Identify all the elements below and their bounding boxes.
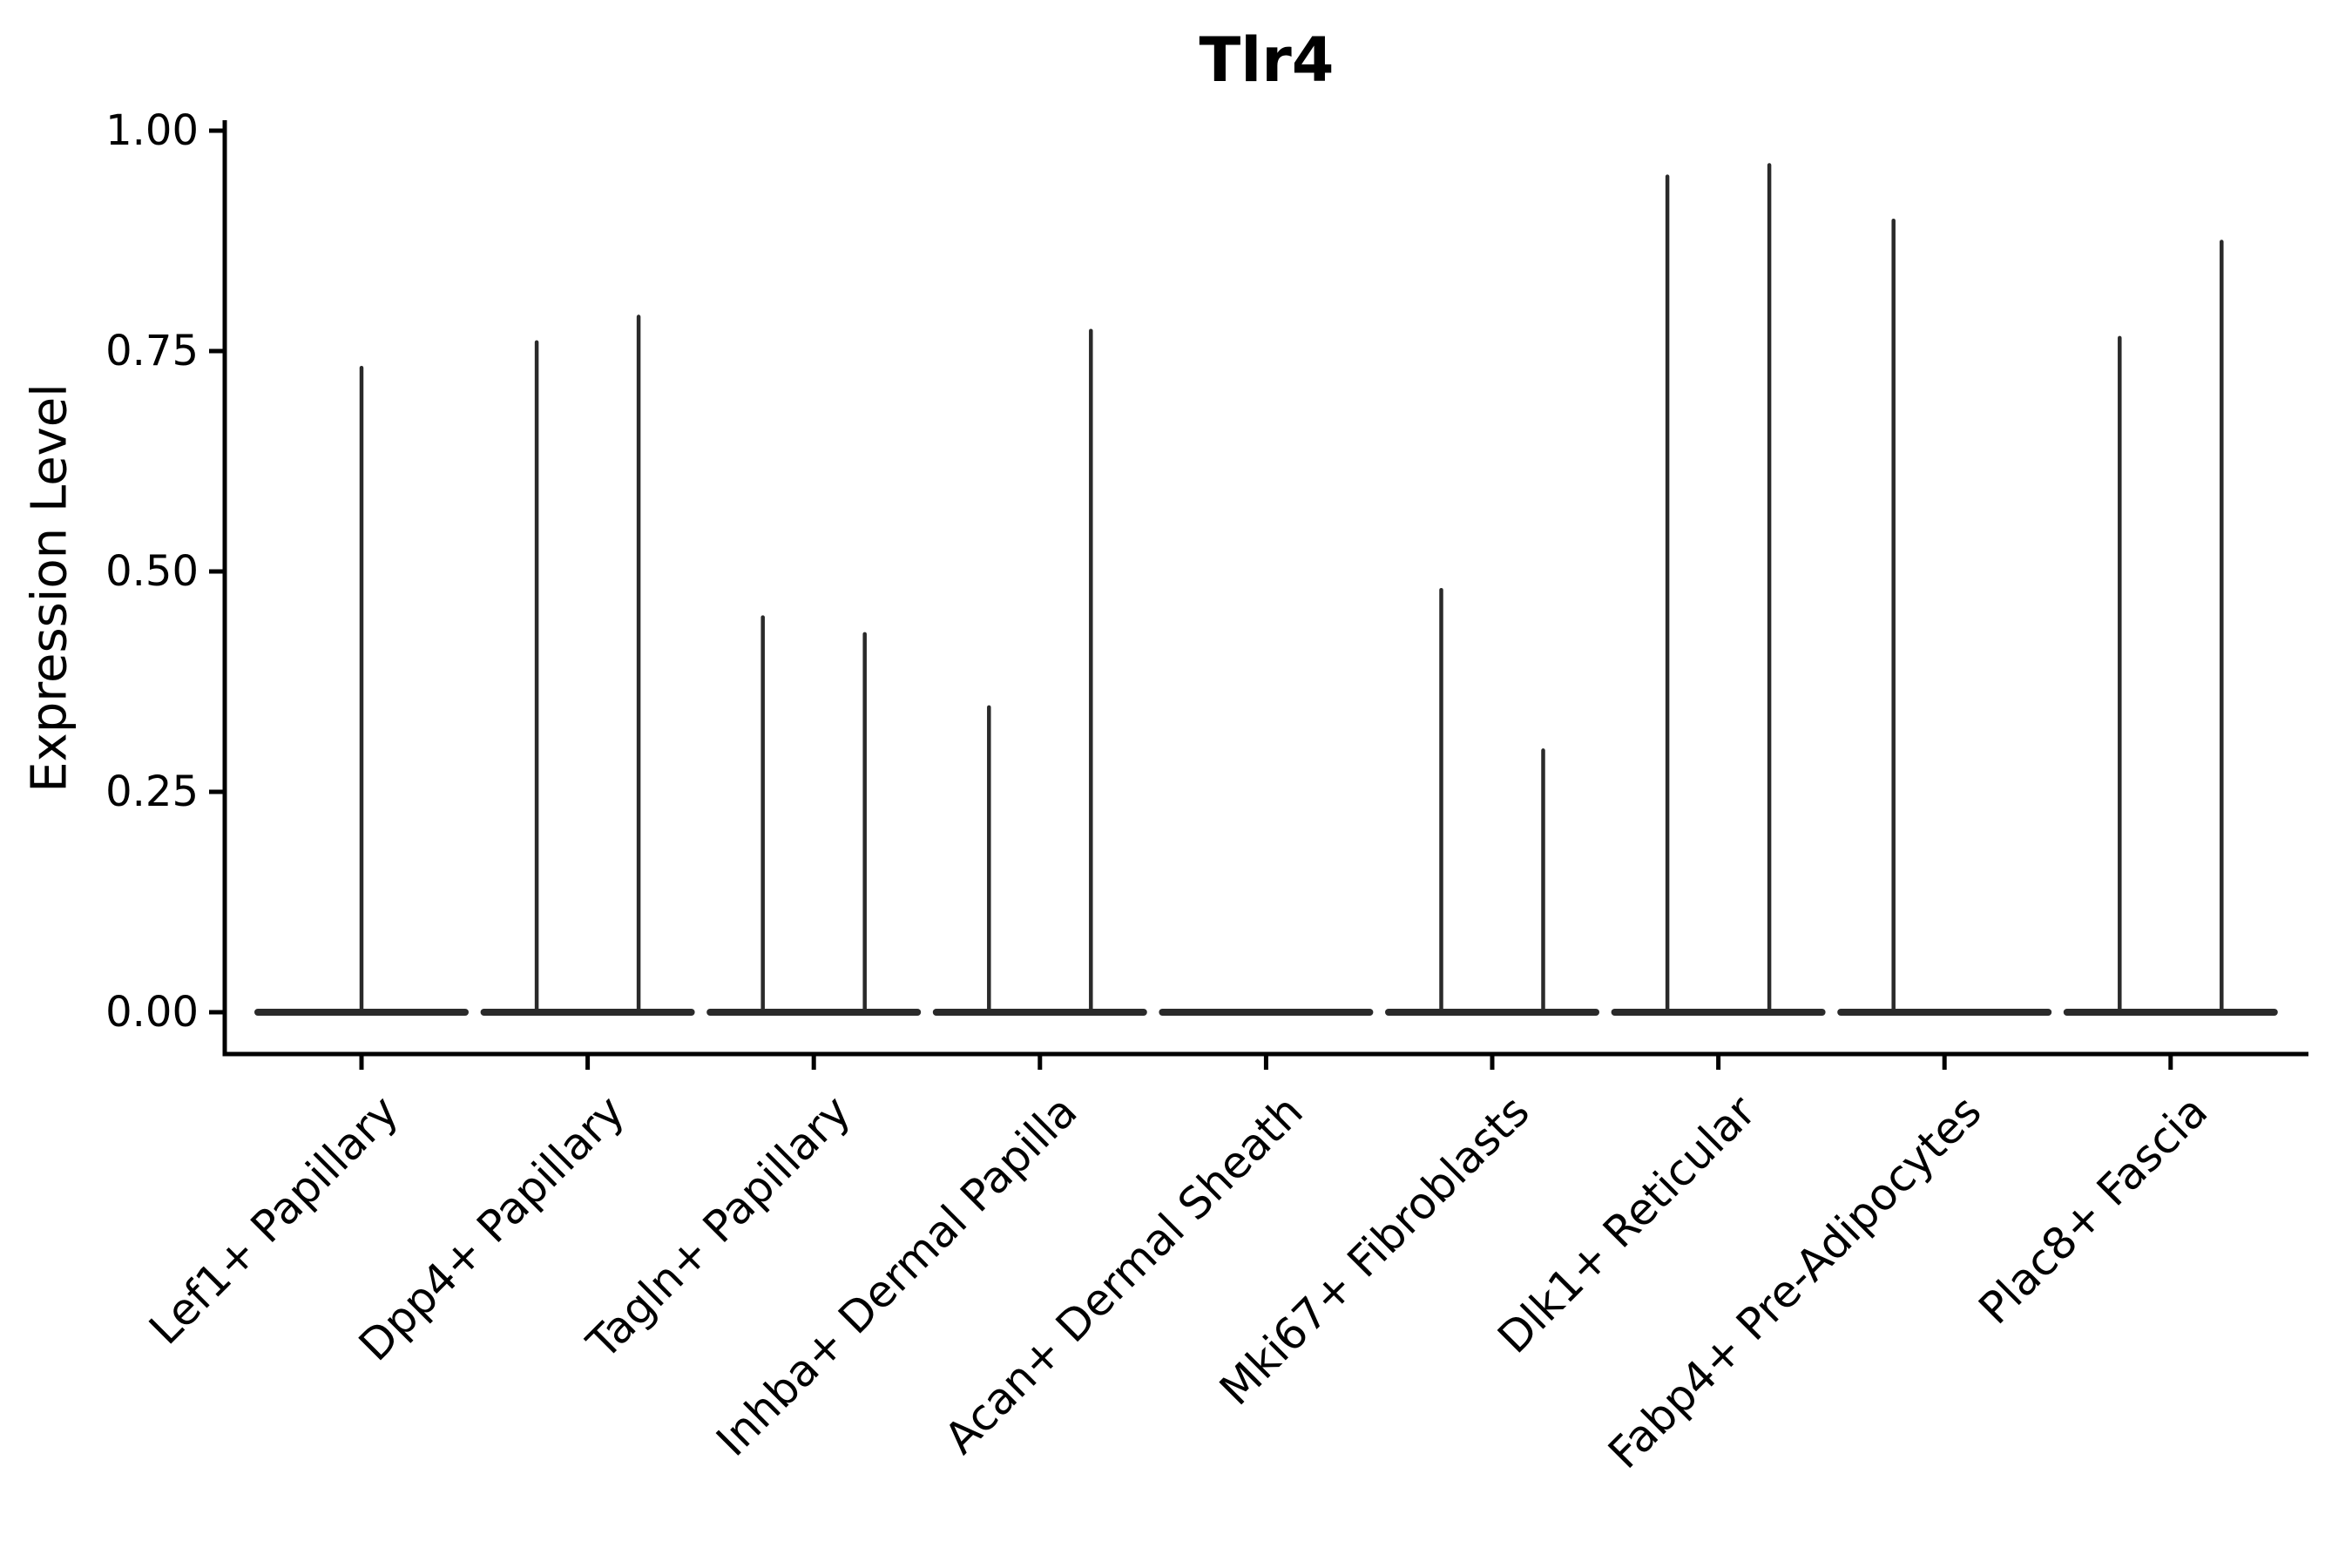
chart-title: Tlr4 xyxy=(1199,24,1335,96)
y-tick-label: 0.25 xyxy=(105,767,199,816)
y-tick-label: 0.00 xyxy=(105,988,199,1037)
y-tick-label: 1.00 xyxy=(105,106,199,155)
y-tick-label: 0.75 xyxy=(105,327,199,375)
y-tick-label: 0.50 xyxy=(105,547,199,596)
